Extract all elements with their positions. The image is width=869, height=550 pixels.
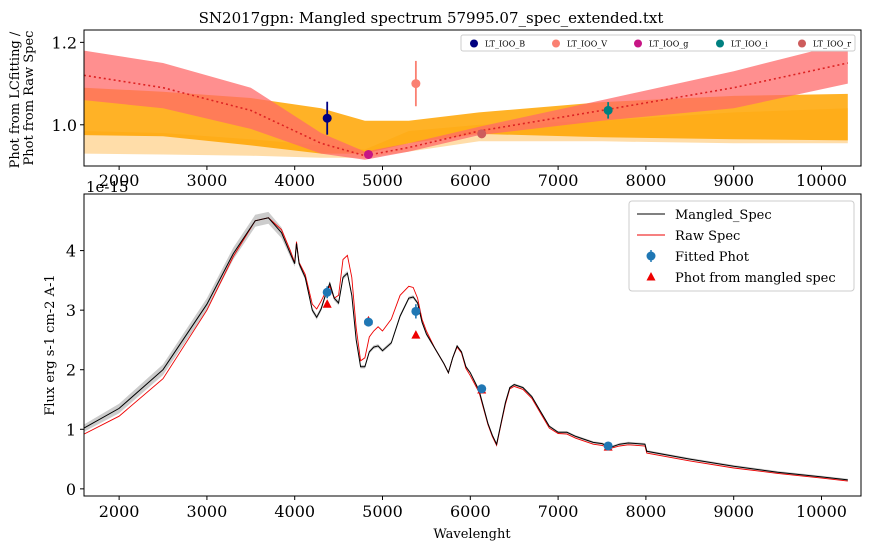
bottom-legend-label: Fitted Phot xyxy=(675,250,750,265)
figure-title: SN2017gpn: Mangled spectrum 57995.07_spe… xyxy=(199,9,664,27)
top-legend-label: LT_IOO_r xyxy=(813,40,851,49)
top-x-tick-label: 8000 xyxy=(626,171,667,190)
mangled-phot-triangle xyxy=(411,330,421,339)
bottom-axes-frame xyxy=(83,193,862,497)
bottom-y-tick-label: 3 xyxy=(66,301,76,320)
top-y-tick-label: 1.0 xyxy=(52,116,77,135)
top-y-axis-label-line-2: Phot from Raw Spec xyxy=(22,31,37,166)
top-markers xyxy=(322,60,613,159)
bottom-panel: 2000 3000 4000 5000 6000 7000 8000 9000 10000 0 1… xyxy=(43,178,862,542)
top-x-tick-label: 4000 xyxy=(274,171,315,190)
top-legend-marker-LT_IOO_B xyxy=(470,39,478,48)
fitted-phot-point xyxy=(411,306,421,316)
top-y-axis-label: Phot from LCfitting / Phot from Raw Spec xyxy=(8,28,37,169)
top-axes-frame xyxy=(83,29,862,167)
bottom-x-tick-label: 5000 xyxy=(362,502,403,521)
top-point-LT_IOO_r xyxy=(477,129,487,139)
mangled-phot-triangle xyxy=(322,299,332,308)
top-legend-box xyxy=(460,34,856,52)
offset-label: 1e-15 xyxy=(86,178,129,196)
top-point-LT_IOO_V xyxy=(411,79,421,89)
top-legend-label: LT_IOO_i xyxy=(731,40,768,49)
top-x-tick-label: 9000 xyxy=(713,171,754,190)
top-x-tick-label: 2000 xyxy=(99,171,140,190)
top-y-tick-label: 1.2 xyxy=(52,33,77,52)
top-x-ticks: 2000 3000 4000 5000 6000 7000 8000 9000 10000 xyxy=(99,166,847,190)
top-x-tick-label: 10000 xyxy=(796,171,847,190)
bottom-x-tick-label: 7000 xyxy=(538,502,579,521)
raw-spec-line xyxy=(84,217,848,482)
top-y-axis-label-line-1: Phot from LCfitting / xyxy=(8,31,23,168)
bottom-markers xyxy=(322,286,613,451)
top-legend-marker-LT_IOO_r xyxy=(798,39,806,48)
bottom-y-ticks: 0 1 2 3 4 xyxy=(66,242,84,499)
bottom-y-tick-label: 4 xyxy=(66,242,76,261)
top-legend: LT_IOO_B LT_IOO_V LT_IOO_g LT_IOO_i LT_IOO_r xyxy=(460,34,856,52)
bottom-spectra xyxy=(84,211,848,482)
bottom-x-tick-label: 3000 xyxy=(187,502,228,521)
bottom-y-axis-label: Flux erg s-1 cm-2 A-1 xyxy=(43,274,58,415)
top-point-LT_IOO_g xyxy=(363,149,373,159)
bottom-legend-items: Mangled_Spec Raw Spec Fitted Phot Phot from… xyxy=(637,208,836,286)
bottom-x-tick-label: 9000 xyxy=(713,502,754,521)
bottom-x-tick-label: 10000 xyxy=(796,502,847,521)
bottom-legend-triangle-swatch xyxy=(646,272,656,281)
bottom-legend-label: Mangled_Spec xyxy=(675,208,772,223)
bottom-legend-point-swatch xyxy=(646,251,656,261)
top-panel: 2000 3000 4000 5000 6000 7000 8000 9000 10000 1.… xyxy=(8,28,862,190)
bottom-legend-label: Phot from mangled spec xyxy=(675,271,836,286)
top-legend-marker-LT_IOO_V xyxy=(552,39,560,48)
bottom-x-ticks: 2000 3000 4000 5000 6000 7000 8000 9000 10000 xyxy=(99,496,847,521)
top-x-tick-label: 7000 xyxy=(538,171,579,190)
bottom-legend-label: Raw Spec xyxy=(675,229,740,244)
fitted-phot-point xyxy=(322,287,332,297)
bottom-y-tick-label: 1 xyxy=(66,420,76,439)
bottom-x-axis-label: Wavelenght xyxy=(433,527,511,542)
top-legend-label: LT_IOO_g xyxy=(649,40,688,49)
bottom-y-tick-label: 2 xyxy=(66,361,76,380)
bottom-y-tick-label: 0 xyxy=(66,480,76,499)
top-x-tick-label: 6000 xyxy=(450,171,491,190)
top-legend-marker-LT_IOO_i xyxy=(716,39,724,48)
top-legend-items: LT_IOO_B LT_IOO_V LT_IOO_g LT_IOO_i LT_IOO_r xyxy=(470,39,851,49)
mangled-spec-line xyxy=(84,217,848,481)
top-legend-label: LT_IOO_V xyxy=(567,40,607,49)
top-point-LT_IOO_B xyxy=(322,113,332,123)
bottom-x-tick-label: 8000 xyxy=(626,502,667,521)
bottom-x-tick-label: 2000 xyxy=(99,502,140,521)
fitted-phot-point xyxy=(477,384,487,394)
top-x-tick-label: 3000 xyxy=(187,171,228,190)
top-legend-label: LT_IOO_B xyxy=(485,40,525,49)
top-legend-marker-LT_IOO_g xyxy=(634,39,642,48)
top-point-LT_IOO_i xyxy=(603,105,613,115)
bottom-x-tick-label: 4000 xyxy=(274,502,315,521)
bottom-legend-box xyxy=(628,200,855,292)
fit-curve-dotted xyxy=(84,62,848,157)
top-uncertainty-bands xyxy=(84,42,848,160)
fitted-phot-point xyxy=(363,317,373,327)
bottom-legend: Mangled_Spec Raw Spec Fitted Phot Phot from… xyxy=(628,200,855,292)
top-x-tick-label: 5000 xyxy=(362,171,403,190)
fitted-phot-point xyxy=(603,441,613,451)
bottom-x-tick-label: 6000 xyxy=(450,502,491,521)
red-band xyxy=(84,42,848,160)
top-y-ticks: 1.0 1.2 xyxy=(52,33,84,135)
